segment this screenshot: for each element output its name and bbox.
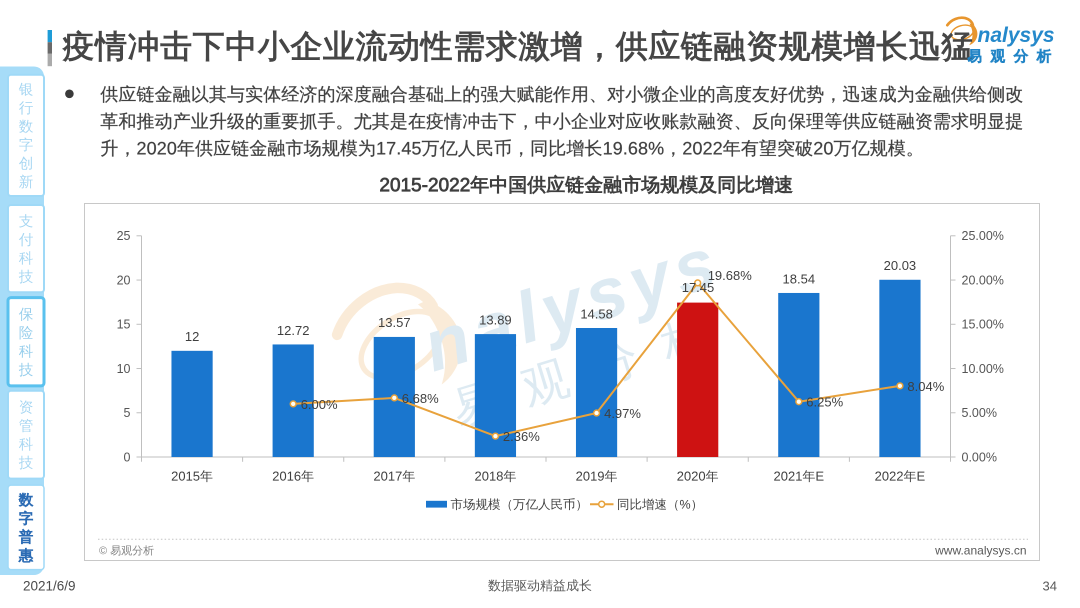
svg-text:10: 10	[117, 362, 131, 376]
svg-text:4.97%: 4.97%	[604, 406, 641, 421]
svg-text:www.analysys.cn: www.analysys.cn	[934, 543, 1026, 557]
svg-text:13.89: 13.89	[479, 312, 512, 327]
svg-text:20.00%: 20.00%	[962, 273, 1004, 287]
svg-text:2.36%: 2.36%	[503, 429, 540, 444]
svg-text:0: 0	[124, 450, 131, 464]
svg-text:10.00%: 10.00%	[962, 362, 1004, 376]
svg-text:5: 5	[124, 406, 131, 420]
svg-text:15.00%: 15.00%	[962, 318, 1004, 332]
svg-text:20.03: 20.03	[884, 258, 917, 273]
svg-text:6.68%: 6.68%	[402, 391, 439, 406]
svg-text:15: 15	[117, 318, 131, 332]
svg-text:14.58: 14.58	[580, 306, 613, 321]
svg-text:6.00%: 6.00%	[301, 397, 338, 412]
svg-text:18.54: 18.54	[783, 271, 816, 286]
svg-text:2021/6/9: 2021/6/9	[23, 578, 76, 593]
svg-text:17.45: 17.45	[682, 280, 715, 295]
svg-text:12: 12	[185, 329, 199, 344]
svg-text:nalysys: nalysys	[978, 24, 1055, 47]
svg-text:12.72: 12.72	[277, 323, 310, 338]
svg-text:6.25%: 6.25%	[806, 395, 843, 410]
svg-text:25.00%: 25.00%	[962, 229, 1004, 243]
svg-text:25: 25	[117, 229, 131, 243]
svg-text:34: 34	[1043, 579, 1057, 594]
svg-text:5.00%: 5.00%	[962, 406, 997, 420]
svg-text:19.68%: 19.68%	[708, 268, 753, 283]
svg-text:20: 20	[117, 273, 131, 287]
svg-text:0.00%: 0.00%	[962, 450, 997, 464]
svg-text:13.57: 13.57	[378, 315, 411, 330]
svg-text:8.04%: 8.04%	[907, 379, 944, 394]
